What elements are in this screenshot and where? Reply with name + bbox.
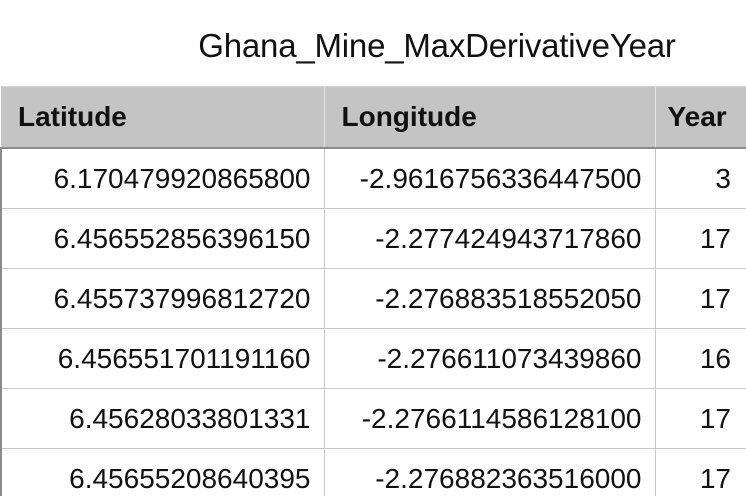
cell-longitude[interactable]: -2.276611073439860 <box>324 328 656 389</box>
cell-year[interactable]: 17 <box>655 268 746 329</box>
cell-longitude[interactable]: -2.2766114586128100 <box>324 388 656 449</box>
cell-longitude[interactable]: -2.277424943717860 <box>324 208 656 269</box>
cell-latitude[interactable]: 6.45655208640395 <box>0 448 325 496</box>
data-table: Latitude Longitude Year 6.17047992086580… <box>0 86 746 496</box>
header-row: Latitude Longitude Year <box>1 86 746 149</box>
data-table-container: Latitude Longitude Year 6.17047992086580… <box>0 86 746 496</box>
cell-year[interactable]: 17 <box>655 388 746 449</box>
cell-year[interactable]: 17 <box>655 208 746 269</box>
column-header-year[interactable]: Year <box>655 86 746 149</box>
cell-latitude[interactable]: 6.456552856396150 <box>0 208 325 269</box>
column-header-latitude[interactable]: Latitude <box>1 86 325 149</box>
table-row: 6.45628033801331 -2.2766114586128100 17 <box>0 388 746 449</box>
column-header-longitude[interactable]: Longitude <box>324 86 656 149</box>
cell-year[interactable]: 16 <box>655 328 746 389</box>
sheet-title: Ghana_Mine_MaxDerivativeYear <box>198 27 676 64</box>
cell-longitude[interactable]: -2.276882363516000 <box>324 448 656 496</box>
table-row: 6.456551701191160 -2.276611073439860 16 <box>0 328 746 389</box>
cell-latitude[interactable]: 6.170479920865800 <box>0 148 325 209</box>
cell-year[interactable]: 17 <box>655 448 746 496</box>
table-row: 6.170479920865800 -2.9616756336447500 3 <box>0 148 746 209</box>
cell-longitude[interactable]: -2.276883518552050 <box>324 268 656 329</box>
table-row: 6.455737996812720 -2.276883518552050 17 <box>0 268 746 329</box>
table-row: 6.45655208640395 -2.276882363516000 17 <box>0 448 746 496</box>
cell-latitude[interactable]: 6.455737996812720 <box>0 268 325 329</box>
cell-longitude[interactable]: -2.9616756336447500 <box>324 148 656 209</box>
cell-latitude[interactable]: 6.45628033801331 <box>0 388 325 449</box>
table-row: 6.456552856396150 -2.277424943717860 17 <box>0 208 746 269</box>
cell-latitude[interactable]: 6.456551701191160 <box>0 328 325 389</box>
cell-year[interactable]: 3 <box>655 148 746 209</box>
